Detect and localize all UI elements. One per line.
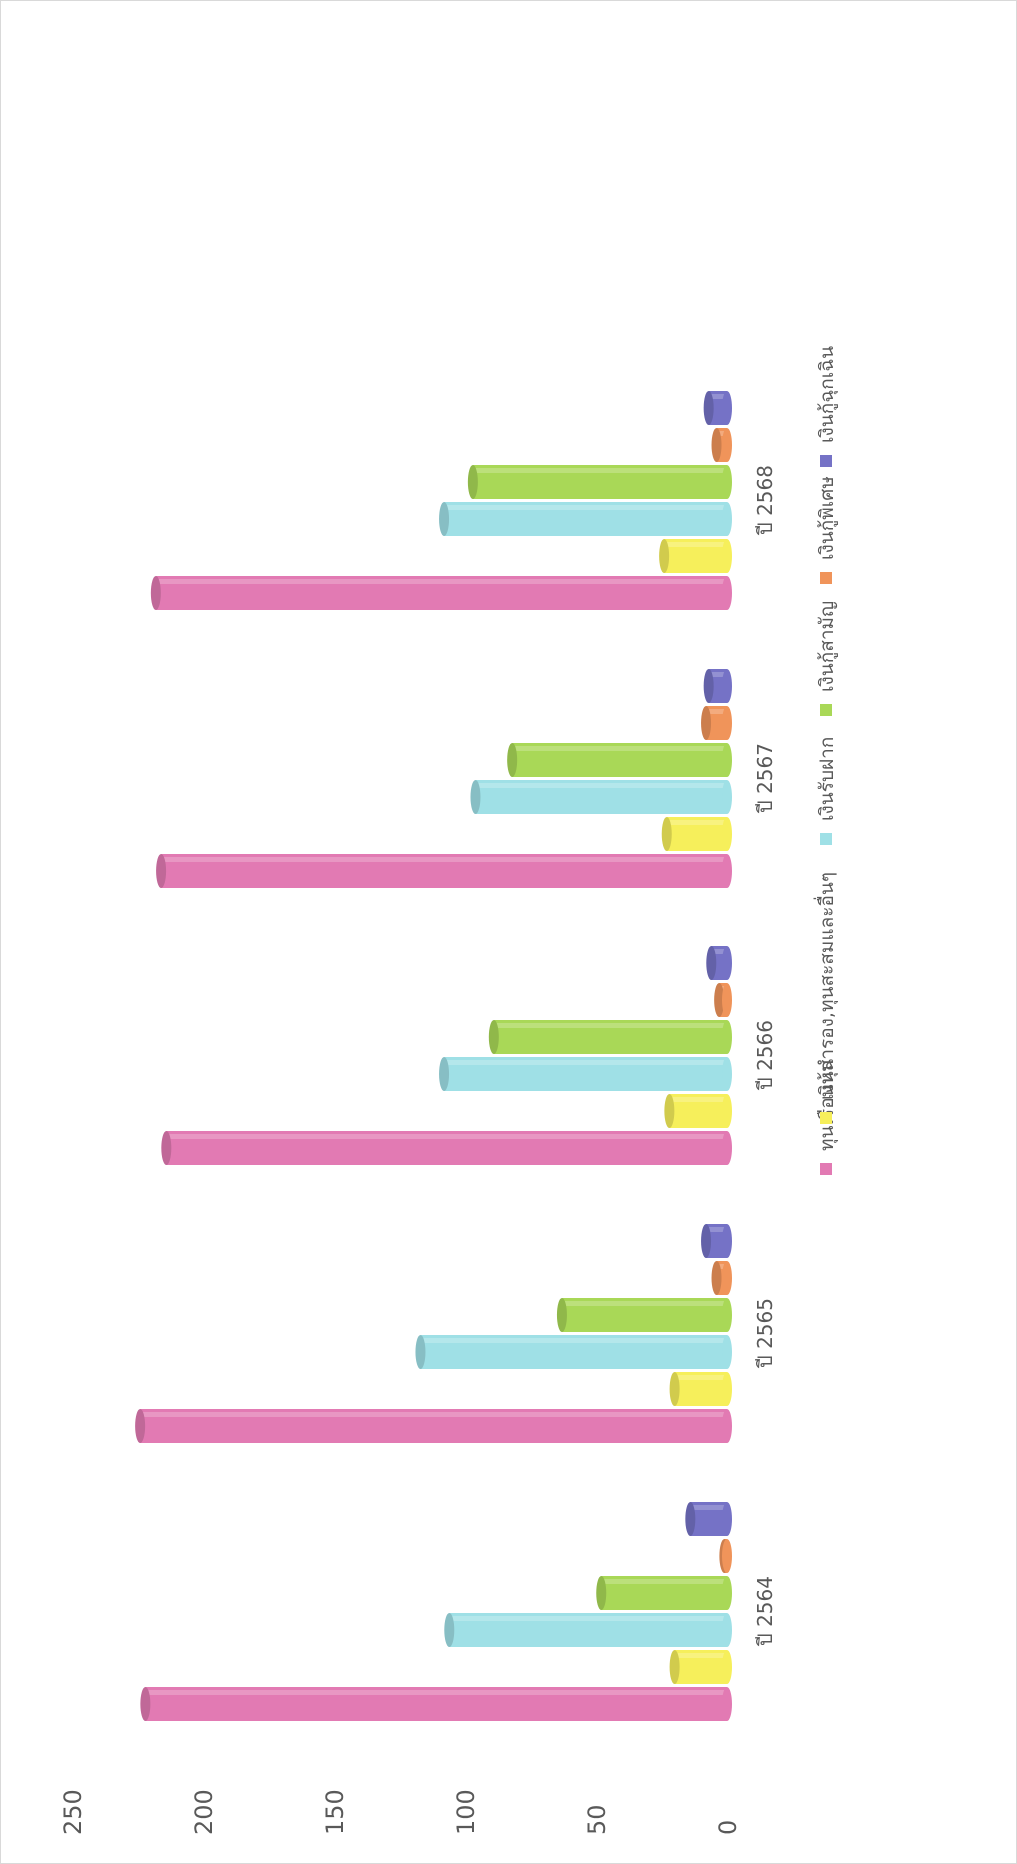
bar (415, 1335, 732, 1369)
y-tick-label: 50 (583, 1804, 611, 1835)
legend-item: เงินกู้ฉุกเฉิน (816, 346, 839, 467)
legend-label: เงินกู้ฉุกเฉิน (816, 346, 839, 443)
bar (719, 1539, 732, 1573)
bars (135, 391, 732, 1721)
bar (161, 1131, 732, 1165)
bar (685, 1502, 732, 1536)
bar (444, 1613, 732, 1647)
bar (467, 465, 732, 499)
bar (156, 854, 732, 888)
bar (556, 1298, 732, 1332)
bar (703, 669, 732, 703)
bar (150, 576, 732, 610)
category-label: ปี 2565 (753, 1298, 777, 1368)
y-tick-label: 150 (321, 1789, 349, 1835)
bar (439, 1057, 732, 1091)
category-labels: ปี 2564 ปี 2565 ปี 2566 ปี 2567 ปี 2568 (753, 465, 777, 1646)
legend-swatch (820, 1112, 832, 1124)
bar (439, 502, 732, 536)
y-tick-label: 100 (452, 1789, 480, 1835)
bar (701, 706, 732, 740)
bar (711, 1261, 732, 1295)
category-label: ปี 2568 (753, 465, 777, 535)
y-axis-ticks: 0 50 100 150 200 250 (59, 1789, 742, 1835)
legend-item: เงินกู้สามัญ (816, 601, 838, 716)
category-label: ปี 2564 (753, 1576, 777, 1646)
bar (659, 539, 732, 573)
bar (135, 1409, 732, 1443)
y-tick-label: 250 (59, 1789, 87, 1835)
bar (703, 391, 732, 425)
bar (488, 1020, 732, 1054)
legend-item: เงินกู้พิเศษ (816, 476, 838, 584)
category-label: ปี 2567 (753, 743, 777, 813)
bar (669, 1650, 732, 1684)
bar (661, 817, 732, 851)
legend-item: เงินสำรอง,ทุนสะสมและอื่นๆ (813, 872, 839, 1124)
legend-label: เงินกู้สามัญ (816, 601, 838, 692)
bar (711, 428, 732, 462)
bar (470, 780, 732, 814)
bar (669, 1372, 732, 1406)
legend-label: ทุนเรือนหุ้น (816, 1059, 839, 1151)
legend: ทุนเรือนหุ้นเงินสำรอง,ทุนสะสมและอื่นๆ เงิ… (813, 346, 839, 1175)
bar (596, 1576, 732, 1610)
bar (664, 1094, 732, 1128)
y-tick-label: 0 (714, 1820, 742, 1835)
legend-swatch (820, 833, 832, 845)
legend-item: เงินรับฝาก (816, 737, 838, 845)
bar (140, 1687, 732, 1721)
legend-label: เงินกู้พิเศษ (816, 476, 838, 560)
legend-swatch (820, 1163, 832, 1175)
bar (714, 983, 732, 1017)
y-tick-label: 200 (190, 1789, 218, 1835)
bar (701, 1224, 732, 1258)
category-label: ปี 2566 (753, 1020, 777, 1090)
legend-label: เงินรับฝาก (816, 737, 838, 821)
bar (507, 743, 732, 777)
legend-item: ทุนเรือนหุ้น (816, 1059, 839, 1175)
legend-swatch (820, 572, 832, 584)
legend-swatch (820, 455, 832, 467)
bar (706, 946, 732, 980)
legend-swatch (820, 704, 832, 716)
legend-label: เงินสำรอง,ทุนสะสมและอื่นๆ (813, 872, 839, 1100)
